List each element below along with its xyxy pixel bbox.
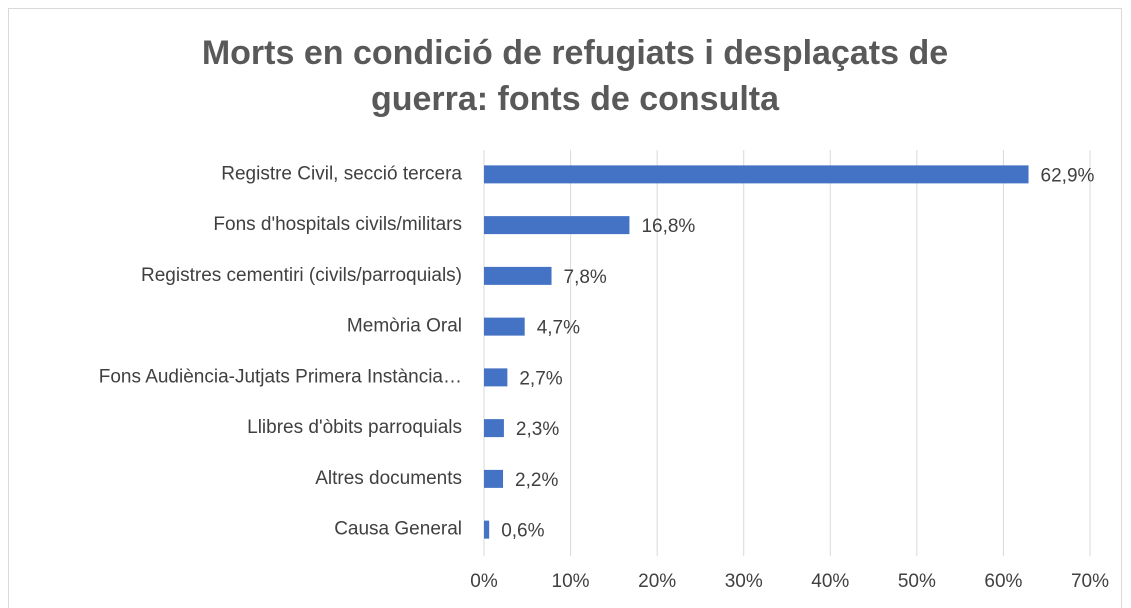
data-label: 2,3% [516, 419, 559, 440]
y-tick-label: Causa General [334, 519, 462, 540]
bar [484, 469, 504, 488]
bar [484, 266, 552, 285]
bar [484, 520, 490, 539]
data-label: 62,9% [1041, 165, 1095, 186]
chart-title: Morts en condició de refugiats i desplaç… [201, 34, 949, 118]
data-label: 4,7% [537, 318, 580, 339]
x-tick-label: 30% [725, 571, 763, 592]
data-label: 16,8% [641, 216, 695, 237]
y-tick-label: Registres cementiri (civils/parroquials) [141, 265, 462, 286]
x-tick-label: 40% [811, 571, 849, 592]
y-tick-label: Llibres d'òbits parroquials [247, 417, 462, 438]
bar [484, 368, 508, 387]
bar [484, 216, 630, 235]
y-tick-label: Registre Civil, secció tercera [221, 163, 462, 184]
y-tick-label: Fons Audiència-Jutjats Primera Instància… [99, 366, 462, 387]
y-tick-label: Memòria Oral [347, 316, 462, 337]
x-tick-label: 50% [898, 571, 936, 592]
bar [484, 317, 525, 336]
x-tick-label: 70% [1071, 571, 1109, 592]
x-tick-label: 20% [638, 571, 676, 592]
data-label: 0,6% [501, 521, 544, 542]
bar [484, 165, 1029, 184]
x-tick-label: 10% [552, 571, 590, 592]
data-label: 2,7% [519, 368, 562, 389]
bar [484, 419, 504, 438]
chart-frame [8, 8, 1122, 608]
data-label: 2,2% [515, 470, 558, 491]
y-tick-label: Altres documents [315, 468, 462, 489]
y-tick-label: Fons d'hospitals civils/militars [213, 214, 462, 235]
x-tick-label: 0% [470, 571, 498, 592]
x-tick-label: 60% [984, 571, 1022, 592]
data-label: 7,8% [564, 267, 607, 288]
